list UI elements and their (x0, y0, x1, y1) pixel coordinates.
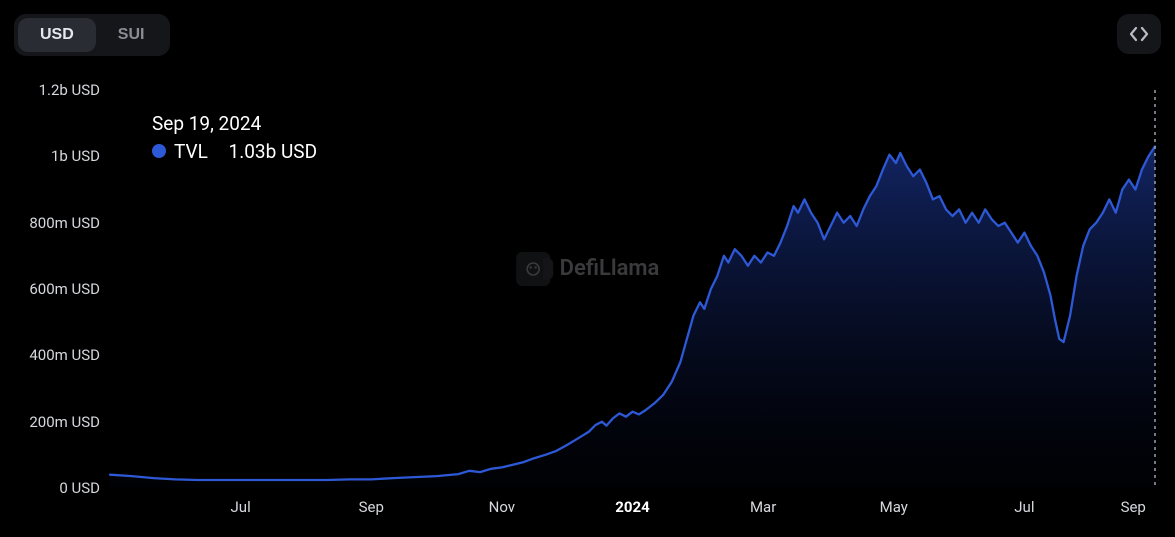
x-tick-label: Sep (359, 498, 384, 516)
plot-svg (0, 0, 1175, 537)
chart-root: USD SUI DefiLlama 0 (0, 0, 1175, 537)
tooltip-value: 1.03b USD (229, 138, 318, 166)
area-fill (110, 146, 1155, 488)
tooltip-dot-icon (152, 144, 166, 158)
y-tick-label: 1b USD (0, 147, 100, 165)
y-tick-label: 1.2b USD (0, 81, 100, 99)
tooltip-date: Sep 19, 2024 (152, 110, 317, 138)
tooltip-series-label: TVL (174, 138, 208, 166)
x-tick-label: Jul (231, 498, 251, 516)
chart-area[interactable]: DefiLlama 0 USD200m USD400m USD600m USD8… (0, 0, 1175, 537)
tooltip-series-row: TVL 1.03b USD (152, 138, 317, 166)
y-tick-label: 200m USD (0, 413, 100, 431)
x-tick-label: 2024 (615, 498, 649, 516)
y-tick-label: 400m USD (0, 346, 100, 364)
y-tick-label: 0 USD (0, 479, 100, 497)
y-tick-label: 800m USD (0, 214, 100, 232)
tooltip: Sep 19, 2024 TVL 1.03b USD (152, 110, 317, 165)
x-tick-label: Sep (1121, 498, 1146, 516)
x-tick-label: May (880, 498, 908, 516)
y-tick-label: 600m USD (0, 280, 100, 298)
x-tick-label: Jul (1014, 498, 1034, 516)
x-tick-label: Nov (489, 498, 515, 516)
x-tick-label: Mar (750, 498, 776, 516)
